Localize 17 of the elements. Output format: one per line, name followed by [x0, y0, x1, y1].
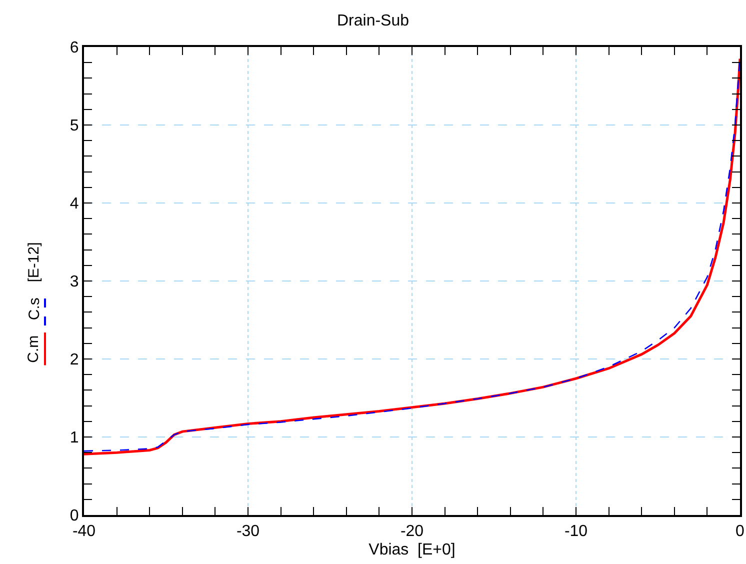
x-tick-label: 0: [736, 523, 745, 540]
x-tick-label: -30: [236, 523, 260, 540]
x-tick-label: -40: [72, 523, 96, 540]
y-tick-label: 6: [70, 40, 79, 57]
y-axis-title: [E-12]: [26, 242, 43, 282]
y-tick-label: 1: [70, 430, 79, 447]
x-axis-title: Vbias [E+0]: [368, 541, 456, 558]
y-tick-label: 5: [70, 118, 79, 135]
y-tick-label: 3: [70, 274, 79, 291]
y-tick-label: 2: [70, 352, 79, 369]
y-tick-label: 0: [70, 508, 79, 525]
y-tick-label: 4: [70, 196, 79, 213]
legend-label: C.m: [25, 335, 42, 363]
x-tick-label: -10: [564, 523, 588, 540]
legend-label: C.s: [26, 298, 43, 320]
chart-title: Drain-Sub: [336, 12, 410, 30]
x-tick-label: -20: [400, 523, 424, 540]
